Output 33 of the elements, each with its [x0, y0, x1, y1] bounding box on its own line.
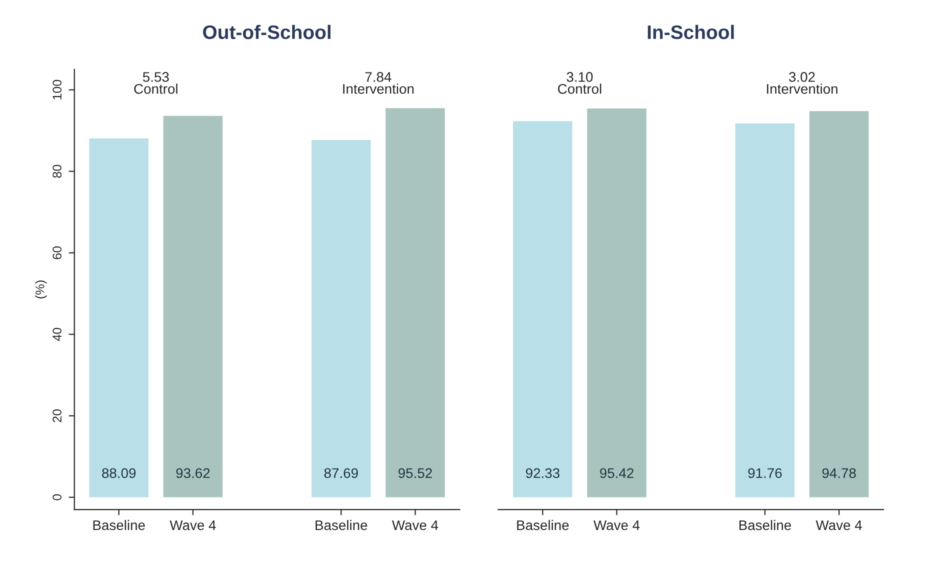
bar: [163, 116, 223, 498]
x-tick-label: Wave 4: [170, 520, 216, 530]
text: 3.02 Intervention: [766, 72, 838, 94]
data-label: 95.42: [600, 468, 634, 478]
bar: [89, 138, 148, 498]
y-tick-label: 80: [52, 164, 62, 178]
data-label: 95.52: [398, 468, 432, 478]
x-tick-label: Wave 4: [594, 520, 640, 530]
data-label: 88.09: [102, 468, 136, 478]
x-tick-label: Baseline: [93, 520, 145, 530]
y-tick-label: 20: [52, 409, 62, 422]
chart-title: Out-of-School: [203, 24, 330, 40]
data-label: 92.33: [526, 468, 560, 478]
text: 3.10 Control: [558, 72, 602, 94]
x-tick-label: Baseline: [316, 520, 368, 530]
x-tick-label: Wave 4: [816, 520, 862, 530]
annotation: 7.84 Intervention: [343, 72, 414, 94]
x-tick-label: Baseline: [517, 520, 569, 530]
data-label: 87.69: [324, 468, 358, 478]
chart-title: In-School: [648, 24, 734, 40]
data-label: 94.78: [822, 468, 856, 478]
x-tick-label: Baseline: [739, 520, 791, 530]
data-label: 91.76: [748, 468, 782, 478]
y-tick-label: 40: [52, 328, 62, 341]
annotation: 5.53 Control: [134, 72, 178, 94]
y-axis-title: (%): [35, 280, 47, 298]
y-tick-label: 60: [52, 246, 62, 260]
y-tick-label: 0: [52, 494, 62, 500]
bar: [312, 140, 371, 498]
y-tick-label: 100: [52, 80, 62, 100]
data-label: 93.62: [176, 468, 210, 478]
x-tick-label: Wave 4: [392, 520, 438, 530]
bar: [386, 108, 445, 498]
